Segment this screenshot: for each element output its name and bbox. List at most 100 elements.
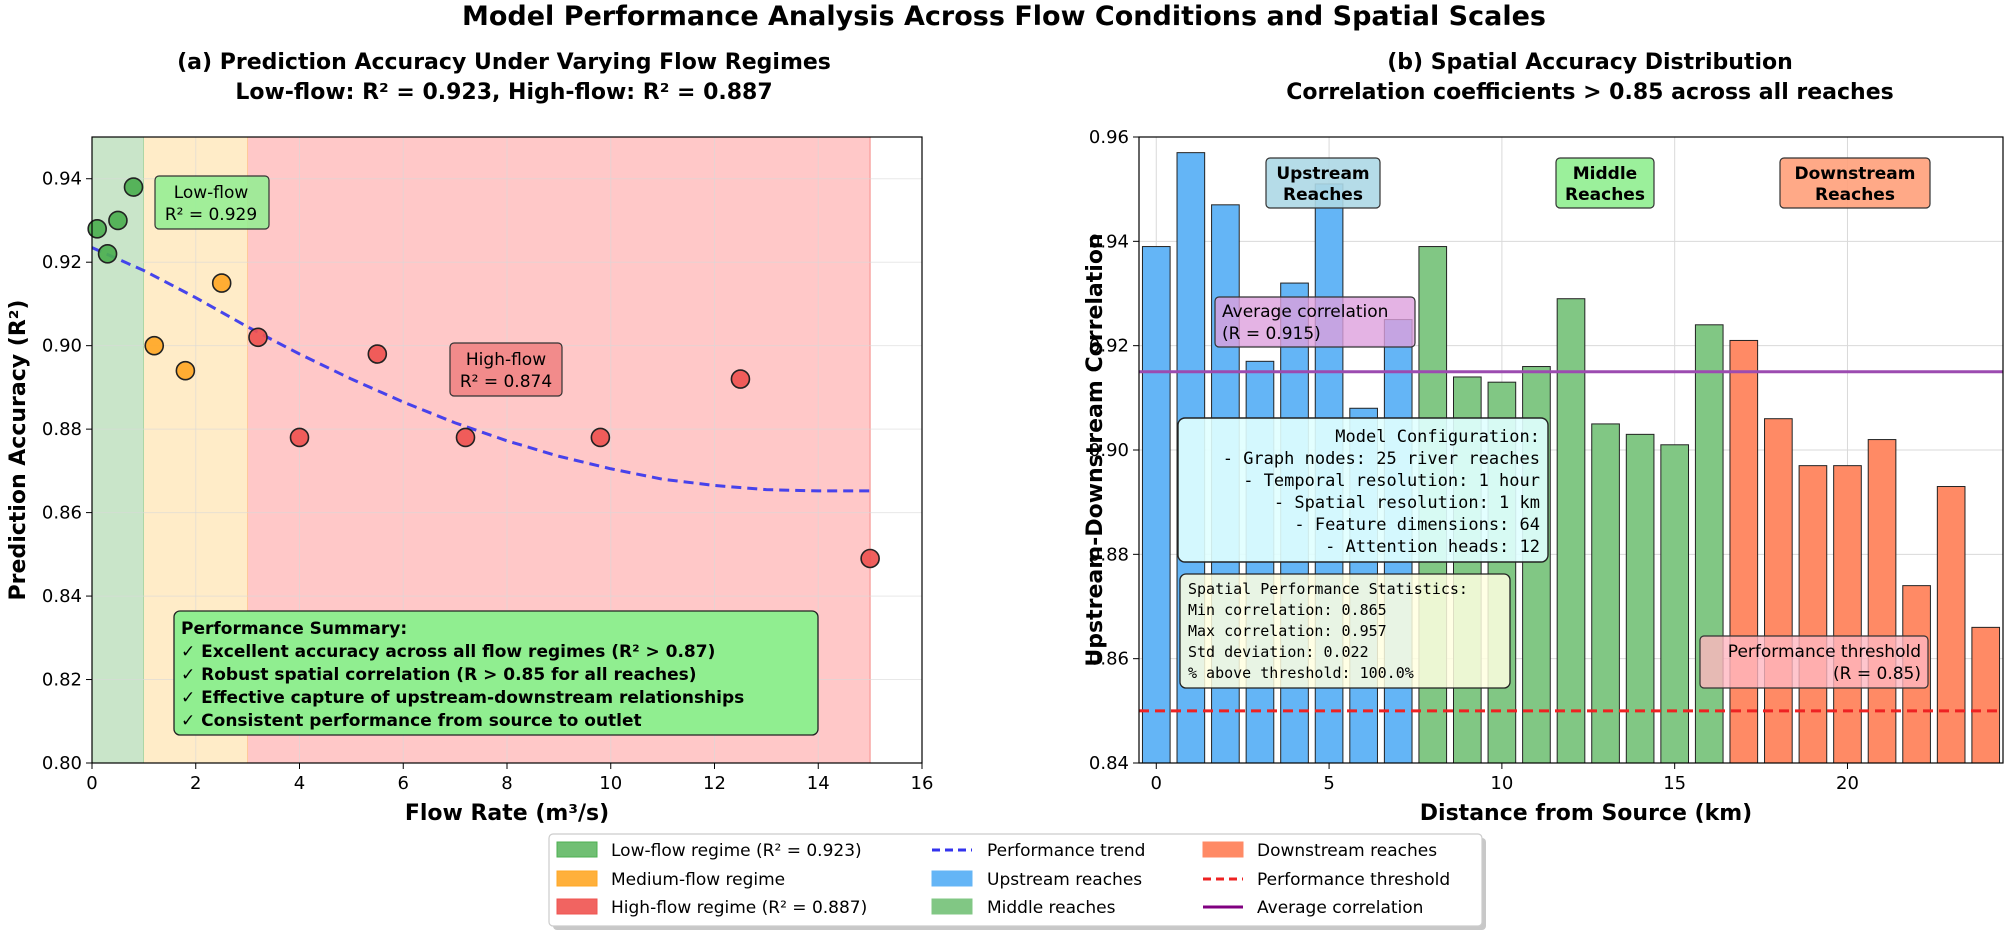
point-medium-flow (144, 335, 165, 356)
x-tick-label: 15 (1663, 773, 1686, 794)
point-medium-flow (175, 360, 196, 381)
point-low-flow (108, 210, 128, 231)
bar-middle (1625, 433, 1655, 764)
spatial-statistics-box: Spatial Performance Statistics: Min corr… (1179, 573, 1511, 689)
legend-low-flow: Low-flow regime (R² = 0.923) (611, 841, 862, 861)
bar-downstream (1971, 626, 2001, 764)
y-tick-label: 0.92 (42, 252, 82, 273)
panel-a-title: (a) Prediction Accuracy Under Varying Fl… (177, 50, 831, 75)
panel-b-ticks: 0 5 10 15 20 0.84 0.86 0.88 0.90 0.92 0.94 0.96 (1089, 127, 1859, 794)
average-correlation-label: Average correlation (R = 0.915) (1214, 296, 1416, 348)
average-label-line: Average correlation (1222, 302, 1388, 322)
model-configuration-box: Model Configuration: - Graph nodes: 25 r… (1177, 417, 1549, 563)
y-tick-label: 0.90 (1089, 440, 1129, 461)
x-tick-label: 20 (1836, 773, 1859, 794)
y-tick-label: 0.94 (42, 169, 82, 190)
bar-downstream (1936, 486, 1966, 764)
upstream-label-line: Reaches (1283, 185, 1363, 205)
legend-swatch-medium-flow (556, 870, 598, 887)
threshold-label: Performance threshold (R = 0.85) (1699, 635, 1929, 689)
middle-label-line: Reaches (1565, 185, 1645, 205)
middle-label-line: Middle (1573, 164, 1637, 184)
threshold-label-line: (R = 0.85) (1833, 664, 1921, 684)
legend-downstream: Downstream reaches (1257, 841, 1437, 861)
summary-line: ✓ Excellent accuracy across all flow reg… (181, 642, 715, 662)
panel-a-x-axis-label: Flow Rate (m³/s) (405, 801, 609, 826)
low-flow-annotation: Low-flow R² = 0.929 (154, 175, 270, 230)
point-high-flow (590, 427, 611, 448)
summary-line: ✓ Robust spatial correlation (R > 0.85 f… (181, 665, 697, 685)
point-high-flow (455, 427, 476, 448)
config-line: - Feature dimensions: 64 (1294, 515, 1540, 535)
x-tick-label: 10 (1490, 773, 1513, 794)
high-flow-annotation: High-flow R² = 0.874 (449, 342, 563, 397)
summary-line: ✓ Consistent performance from source to … (181, 711, 642, 731)
performance-trend-line (91, 246, 871, 493)
low-flow-r2: R² = 0.929 (165, 205, 257, 225)
bar-downstream (1798, 465, 1828, 764)
config-line: - Spatial resolution: 1 km (1274, 493, 1540, 513)
trend-line (91, 246, 871, 493)
y-tick-label: 0.82 (42, 670, 82, 691)
x-tick-label: 10 (599, 773, 622, 794)
panel-a-ticks: 0 2 4 6 8 10 12 14 16 0.80 0.82 0.84 0.86 0.88 0.90 0.9… (42, 169, 934, 794)
low-flow-label: Low-flow (174, 183, 249, 203)
x-tick-label: 0 (86, 773, 97, 794)
legend-middle: Middle reaches (987, 898, 1116, 918)
x-tick-label: 0 (1151, 773, 1162, 794)
panel-b-x-axis-label: Distance from Source (km) (1420, 801, 1752, 826)
legend-trend: Performance trend (987, 841, 1145, 861)
high-flow-r2: R² = 0.874 (460, 372, 552, 392)
bar-downstream (1729, 339, 1759, 764)
x-tick-label: 5 (1323, 773, 1334, 794)
bar-downstream (1867, 439, 1897, 764)
y-tick-label: 0.80 (42, 753, 82, 774)
y-tick-label: 0.86 (1089, 649, 1129, 670)
summary-line: ✓ Effective capture of upstream-downstre… (181, 688, 744, 708)
legend-swatch-middle (931, 898, 973, 915)
regime-band-low (92, 137, 144, 763)
x-tick-label: 6 (398, 773, 409, 794)
downstream-label-line: Downstream (1795, 164, 1916, 184)
x-tick-label: 2 (190, 773, 201, 794)
legend-swatch-high-flow (556, 898, 598, 915)
config-line: - Temporal resolution: 1 hour (1243, 471, 1540, 491)
point-low-flow (87, 219, 107, 239)
stats-line: Std deviation: 0.022 (1188, 643, 1369, 661)
config-line: - Attention heads: 12 (1325, 537, 1540, 557)
y-tick-label: 0.92 (1089, 336, 1129, 357)
average-label-line: (R = 0.915) (1222, 324, 1321, 344)
panel-a-subtitle: Low-flow: R² = 0.923, High-flow: R² = 0.… (235, 80, 772, 105)
legend-upstream: Upstream reaches (987, 870, 1142, 890)
y-tick-label: 0.94 (1089, 231, 1129, 252)
upstream-region-label: Upstream Reaches (1265, 157, 1381, 209)
legend-high-flow: High-flow regime (R² = 0.887) (611, 898, 867, 918)
downstream-region-label: Downstream Reaches (1779, 157, 1931, 209)
panel-a-flow-accuracy: (a) Prediction Accuracy Under Varying Fl… (6, 50, 933, 826)
y-tick-label: 0.88 (1089, 544, 1129, 565)
legend-swatch-low-flow (556, 841, 598, 858)
point-high-flow (248, 327, 268, 348)
x-tick-label: 8 (501, 773, 512, 794)
legend-average: Average correlation (1257, 898, 1423, 918)
point-medium-flow (211, 273, 232, 293)
bar-downstream (1833, 465, 1862, 764)
threshold-label-line: Performance threshold (1728, 642, 1921, 662)
bar-middle (1591, 423, 1620, 764)
bar-middle (1694, 324, 1724, 764)
bar-upstream (1141, 246, 1171, 764)
y-tick-label: 0.88 (42, 419, 82, 440)
stats-line: Max correlation: 0.957 (1188, 622, 1387, 640)
config-line: Model Configuration: (1335, 427, 1540, 447)
panel-b-spatial-accuracy: (b) Spatial Accuracy Distribution Correl… (1083, 50, 2004, 826)
figure-title: Model Performance Analysis Across Flow C… (462, 1, 1546, 32)
legend-medium-flow: Medium-flow regime (611, 870, 785, 890)
point-high-flow (367, 344, 388, 364)
panel-b-y-axis-label: Upstream-Downstream Correlation (1083, 233, 1108, 666)
x-tick-label: 12 (703, 773, 726, 794)
bar-middle (1556, 298, 1586, 764)
y-tick-label: 0.96 (1089, 127, 1129, 148)
summary-title: Performance Summary: (181, 619, 407, 639)
config-line: - Graph nodes: 25 river reaches (1223, 449, 1540, 469)
